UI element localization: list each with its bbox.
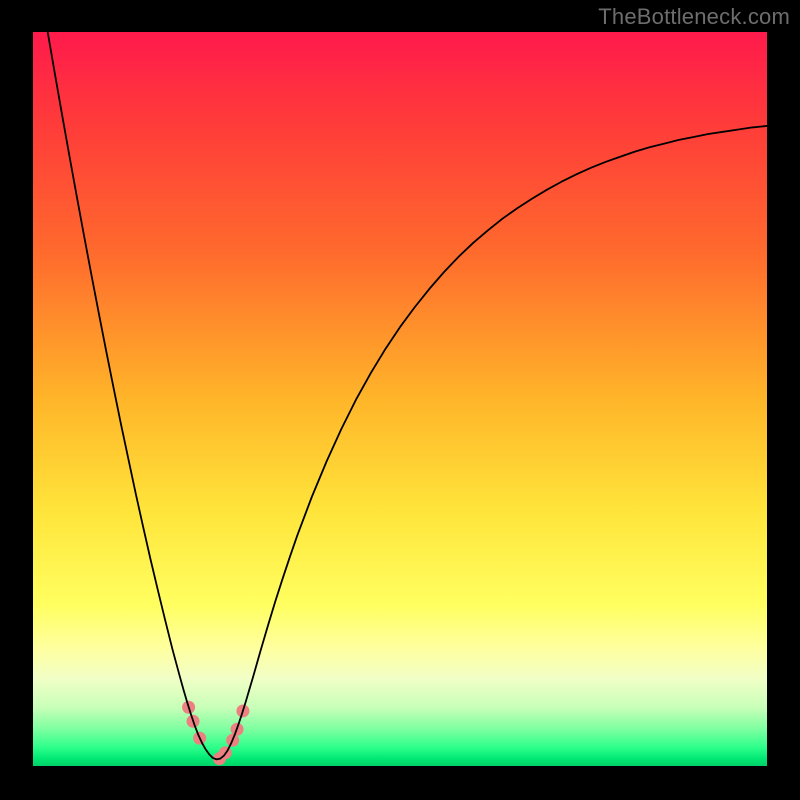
gradient-background bbox=[33, 32, 767, 766]
watermark-text: TheBottleneck.com bbox=[598, 4, 790, 30]
chart-svg bbox=[33, 32, 767, 766]
plot-area bbox=[33, 32, 767, 766]
